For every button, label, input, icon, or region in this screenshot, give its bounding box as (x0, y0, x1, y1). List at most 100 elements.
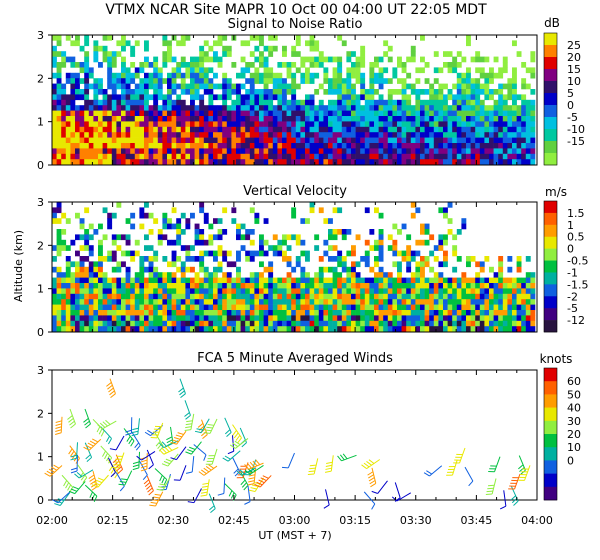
snr-cell (231, 148, 237, 155)
snr-cell (245, 153, 251, 160)
wind-barb-feather (230, 492, 235, 499)
vv-cell (162, 234, 168, 241)
vv-cell (420, 239, 425, 246)
snr-cell (438, 116, 444, 122)
snr-cell (438, 99, 444, 106)
snr-cell (443, 159, 448, 165)
snr-cell (328, 153, 333, 160)
snr-cell (121, 78, 126, 84)
snr-cell (328, 105, 333, 111)
vv-cell (489, 304, 494, 311)
snr-cell (222, 45, 228, 52)
snr-cell (410, 153, 416, 160)
snr-cell (447, 132, 453, 138)
vv-cell (263, 304, 269, 311)
vv-cell (263, 283, 269, 289)
snr-cell (502, 83, 508, 90)
snr-cell (282, 143, 287, 149)
vv-cell (286, 256, 292, 262)
wind-barb-feather (116, 466, 122, 472)
snr-cell (134, 40, 140, 47)
vv-cell (217, 283, 223, 289)
snr-cell (498, 99, 504, 106)
snr-cell (134, 105, 140, 111)
vv-cell (268, 326, 274, 332)
vv-cell (364, 250, 370, 257)
vv-cell (392, 326, 398, 332)
snr-cell (452, 143, 458, 149)
vv-cell (295, 261, 301, 268)
snr-cell (272, 137, 278, 144)
snr-cell (75, 116, 80, 122)
vv-cell (309, 277, 315, 284)
vv-cell (420, 229, 425, 235)
vv-cell (318, 293, 324, 300)
snr-cell (305, 132, 310, 138)
snr-cell (351, 62, 356, 68)
vv-cell (231, 283, 237, 289)
vv-cell (305, 299, 310, 305)
vv-cell (512, 299, 517, 305)
vv-cell (498, 326, 504, 332)
snr-cell (479, 116, 485, 122)
vv-cell (530, 304, 536, 311)
vv-cell (70, 288, 76, 295)
snr-cell (125, 89, 131, 95)
snr-cell (199, 67, 205, 74)
snr-cell (65, 143, 71, 149)
snr-cell (52, 62, 57, 68)
snr-cell (443, 126, 448, 133)
vv-cell (318, 315, 324, 322)
snr-cell (456, 159, 462, 165)
vv-cell (171, 315, 177, 322)
snr-cell (406, 72, 412, 79)
snr-cell (259, 78, 264, 84)
vv-cell (369, 293, 375, 300)
snr-cell (144, 116, 149, 122)
snr-cell (93, 126, 99, 133)
snr-cell (236, 89, 241, 95)
snr-cell (369, 137, 375, 144)
vv-cell (56, 283, 62, 289)
snr-cell (364, 148, 370, 155)
vv-cell (475, 288, 481, 295)
snr-cell (433, 137, 439, 144)
snr-cell (130, 148, 136, 155)
wind-barb (109, 435, 125, 451)
snr-cell (387, 132, 393, 138)
snr-cell (84, 126, 90, 133)
vv-cell (295, 304, 301, 311)
snr-cell (383, 67, 389, 74)
vv-cell (98, 266, 103, 273)
snr-cell (194, 159, 200, 165)
vv-cell (406, 320, 412, 327)
vv-cell (443, 310, 448, 316)
snr-cell (111, 110, 117, 117)
snr-cell (240, 94, 246, 101)
wind-barb-feather (163, 479, 168, 486)
vv-cell (420, 277, 425, 284)
vv-cell (415, 272, 421, 278)
vv-cell (245, 234, 251, 241)
snr-cell (236, 126, 241, 133)
wind-barb-feather (510, 495, 516, 501)
vv-cell (79, 293, 85, 300)
vv-cell (424, 277, 430, 284)
wind-barb-feather (117, 469, 123, 474)
snr-cell (438, 94, 444, 101)
snr-cell (185, 159, 191, 165)
vv-cell (121, 234, 126, 241)
vv-cell (130, 310, 136, 316)
vv-cell (222, 250, 228, 257)
vv-cell (171, 320, 177, 327)
snr-cell (401, 62, 407, 68)
vv-cell (144, 256, 149, 262)
snr-cell (406, 110, 412, 117)
snr-cell (56, 137, 62, 144)
vv-cell (452, 245, 458, 251)
snr-cell (369, 148, 375, 155)
snr-cell (240, 137, 246, 144)
snr-cell (346, 105, 352, 111)
vv-cell (107, 218, 113, 224)
snr-cell (217, 132, 223, 138)
